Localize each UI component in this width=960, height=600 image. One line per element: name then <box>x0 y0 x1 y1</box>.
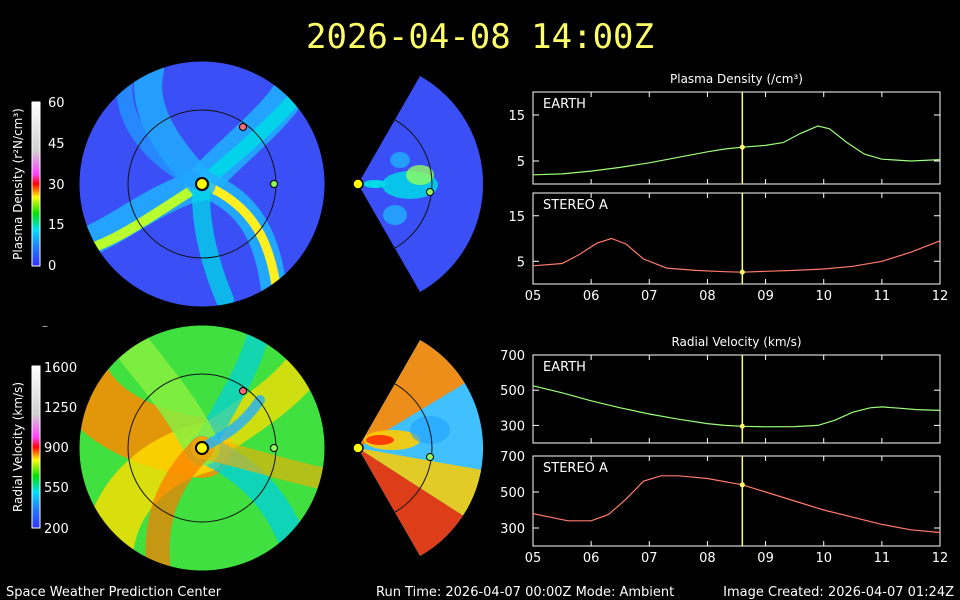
footer-org: Space Weather Prediction Center <box>6 585 222 600</box>
y-tick-label: 500 <box>500 486 525 501</box>
sun-marker-density-meridional <box>352 178 364 190</box>
panel-frame <box>532 192 941 285</box>
x-tick-label: 11 <box>874 289 891 304</box>
panel-title: Plasma Density (/cm³) <box>670 72 803 86</box>
panel-label: EARTH <box>543 97 586 112</box>
panel-frame <box>532 91 941 185</box>
sun-marker-velocity-meridional <box>352 442 364 454</box>
y-tick-label: 700 <box>500 349 525 364</box>
x-tick-label: 09 <box>757 551 774 566</box>
y-tick-label: 5 <box>517 155 525 170</box>
velocity-tick-1600: 1600 <box>44 361 77 376</box>
panel-frame <box>532 455 941 547</box>
current-time-dot <box>739 269 745 275</box>
footer-run-time: Run Time: 2026-04-07 00:00Z Mode: Ambien… <box>376 585 674 600</box>
y-tick-label: 300 <box>500 522 525 537</box>
sun-marker-density <box>195 177 209 191</box>
panel-label: STEREO A <box>543 198 608 213</box>
panel-title: Radial Velocity (km/s) <box>671 335 801 349</box>
x-tick-label: 06 <box>583 551 600 566</box>
time-series-panels: Plasma Density (/cm³) EARTH 15 5 STEREO A 15 5… <box>500 72 948 566</box>
density-tick-60: 60 <box>48 96 65 111</box>
y-tick-label: 500 <box>500 384 525 399</box>
density-tick-30: 30 <box>48 178 65 193</box>
y-tick-label: 15 <box>508 210 525 225</box>
panel-label: STEREO A <box>543 461 608 476</box>
velocity-colorbar: 1600 1250 900 550 200 Radial Velocity (k… <box>11 361 77 537</box>
earth-marker-density-meridional <box>426 188 434 196</box>
x-tick-label: 06 <box>583 289 600 304</box>
x-tick-label: 08 <box>699 551 716 566</box>
x-tick-label: 12 <box>932 551 949 566</box>
density-tick-15: 15 <box>48 218 65 233</box>
stereo-a-marker-density <box>239 123 247 131</box>
density-tick-0: 0 <box>48 259 56 274</box>
density-tick-45: 45 <box>48 137 65 152</box>
x-tick-label: 08 <box>699 289 716 304</box>
x-tick-label: 09 <box>757 289 774 304</box>
series-line <box>532 475 941 534</box>
sun-marker-velocity <box>195 441 209 455</box>
x-tick-label: 05 <box>525 289 542 304</box>
series-line <box>532 237 941 273</box>
current-time-dot <box>739 482 745 488</box>
density-ecliptic-map <box>78 60 326 308</box>
velocity-tick-1250: 1250 <box>44 401 77 416</box>
earth-marker-velocity <box>270 444 278 452</box>
panel-3: Radial Velocity (km/s) EARTH 700 500 300 <box>500 335 941 444</box>
density-meridional-map <box>352 76 484 292</box>
x-tick-label: 10 <box>815 289 832 304</box>
x-tick-label: 07 <box>641 551 658 566</box>
y-tick-label: 5 <box>517 255 525 270</box>
velocity-tick-550: 550 <box>44 481 69 496</box>
earth-marker-velocity-meridional <box>426 453 434 461</box>
y-tick-label: 700 <box>500 450 525 465</box>
panel-frame <box>532 354 941 444</box>
velocity-ecliptic-map <box>78 324 326 572</box>
y-tick-label: 300 <box>500 419 525 434</box>
velocity-tick-900: 900 <box>44 441 69 456</box>
series-line <box>532 385 941 428</box>
current-time-dot <box>739 144 745 150</box>
velocity-meridional-map <box>352 340 484 556</box>
panel-1: Plasma Density (/cm³) EARTH 15 5 <box>508 72 941 185</box>
x-tick-label: 05 <box>525 551 542 566</box>
series-line <box>532 125 941 176</box>
velocity-colorbar-label: Radial Velocity (km/s) <box>11 382 25 512</box>
panel-2: STEREO A 15 5 05 06 07 08 09 10 11 12 <box>508 192 949 304</box>
density-colorbar: 60 45 30 15 0 Plasma Density (r²N/cm³) <box>11 96 65 274</box>
x-tick-label: 07 <box>641 289 658 304</box>
stereo-a-marker-velocity <box>239 387 247 395</box>
x-tick-label: 12 <box>932 289 949 304</box>
footer-image-created: Image Created: 2026-04-07 01:24Z <box>723 585 954 600</box>
velocity-tick-200: 200 <box>44 522 69 537</box>
timestamp-title: 2026-04-08 14:00Z <box>306 17 654 57</box>
panel-label: EARTH <box>543 360 586 375</box>
earth-marker-density <box>270 180 278 188</box>
x-tick-label: 10 <box>815 551 832 566</box>
density-colorbar-label: Plasma Density (r²N/cm³) <box>11 108 25 260</box>
current-time-dot <box>739 423 745 429</box>
x-tick-label: 11 <box>874 551 891 566</box>
y-tick-label: 15 <box>508 109 525 124</box>
separator-mark: – <box>42 319 48 333</box>
